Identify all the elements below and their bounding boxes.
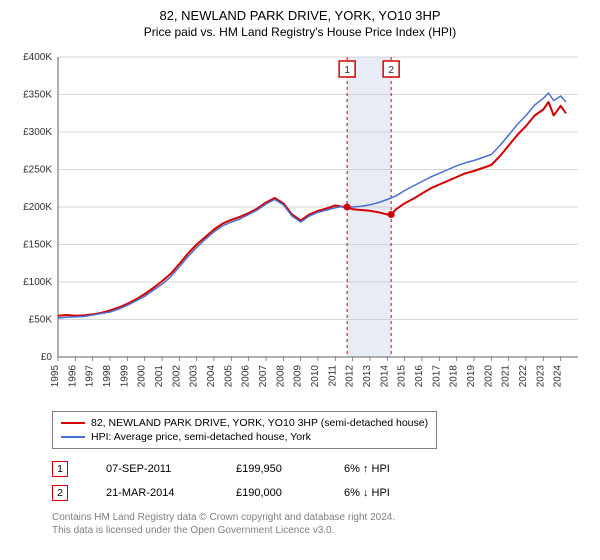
svg-text:2021: 2021	[501, 365, 512, 388]
sale-marker-row: 2 21-MAR-2014 £190,000 6% ↓ HPI	[52, 481, 588, 505]
sale-marker-price: £199,950	[236, 463, 306, 475]
svg-text:2016: 2016	[414, 365, 425, 388]
svg-text:£400K: £400K	[23, 52, 52, 63]
svg-text:2012: 2012	[345, 365, 356, 388]
sale-marker-delta: 6% ↑ HPI	[344, 463, 424, 475]
sale-marker-badge: 2	[52, 485, 68, 501]
legend-label: 82, NEWLAND PARK DRIVE, YORK, YO10 3HP (…	[91, 417, 428, 429]
svg-text:2001: 2001	[154, 365, 165, 388]
svg-text:2019: 2019	[466, 365, 477, 388]
svg-text:2000: 2000	[137, 365, 148, 388]
sale-marker-badge: 1	[52, 461, 68, 477]
chart-container: 82, NEWLAND PARK DRIVE, YORK, YO10 3HP P…	[0, 0, 600, 545]
svg-text:£300K: £300K	[23, 127, 52, 138]
svg-text:£0: £0	[41, 352, 53, 363]
legend: 82, NEWLAND PARK DRIVE, YORK, YO10 3HP (…	[52, 411, 437, 449]
svg-text:£250K: £250K	[23, 165, 52, 176]
sale-marker-date: 21-MAR-2014	[106, 487, 198, 499]
svg-text:1998: 1998	[102, 365, 113, 388]
chart-plot-area: £0 £50K £100K £150K £200K £250K £300K £350K £400…	[12, 47, 588, 407]
sale-marker-date: 07-SEP-2011	[106, 463, 198, 475]
sale-marker-price: £190,000	[236, 487, 306, 499]
svg-text:2005: 2005	[223, 365, 234, 388]
chart-title: 82, NEWLAND PARK DRIVE, YORK, YO10 3HP	[12, 8, 588, 23]
sale-marker-row: 1 07-SEP-2011 £199,950 6% ↑ HPI	[52, 457, 588, 481]
footer-attribution: Contains HM Land Registry data © Crown c…	[52, 511, 588, 537]
svg-text:2015: 2015	[397, 365, 408, 388]
svg-text:£200K: £200K	[23, 202, 52, 213]
sale-markers-table: 1 07-SEP-2011 £199,950 6% ↑ HPI 2 21-MAR-2014…	[52, 457, 588, 505]
svg-text:2008: 2008	[275, 365, 286, 388]
legend-item: 82, NEWLAND PARK DRIVE, YORK, YO10 3HP (…	[61, 416, 428, 430]
legend-swatch	[61, 436, 85, 438]
svg-text:2017: 2017	[431, 365, 442, 388]
svg-text:2020: 2020	[483, 365, 494, 388]
footer-line: Contains HM Land Registry data © Crown c…	[52, 511, 588, 524]
svg-text:2006: 2006	[241, 365, 252, 388]
footer-line: This data is licensed under the Open Gov…	[52, 524, 588, 537]
svg-text:£100K: £100K	[23, 277, 52, 288]
svg-text:2010: 2010	[310, 365, 321, 388]
svg-text:2004: 2004	[206, 365, 217, 388]
svg-text:2007: 2007	[258, 365, 269, 388]
line-chart-svg: £0 £50K £100K £150K £200K £250K £300K £350K £400…	[12, 47, 588, 407]
svg-text:2014: 2014	[379, 365, 390, 388]
svg-text:2018: 2018	[449, 365, 460, 388]
svg-text:2002: 2002	[171, 365, 182, 388]
svg-text:1: 1	[344, 64, 350, 76]
svg-text:£150K: £150K	[23, 240, 52, 251]
svg-text:£350K: £350K	[23, 90, 52, 101]
svg-text:1997: 1997	[85, 365, 96, 388]
chart-subtitle: Price paid vs. HM Land Registry's House …	[12, 25, 588, 39]
svg-text:1996: 1996	[67, 365, 78, 388]
svg-text:2009: 2009	[293, 365, 304, 388]
svg-text:2022: 2022	[518, 365, 529, 388]
svg-text:£50K: £50K	[29, 315, 53, 326]
svg-text:2013: 2013	[362, 365, 373, 388]
legend-swatch	[61, 422, 85, 424]
svg-text:1995: 1995	[50, 365, 61, 388]
svg-text:2023: 2023	[535, 365, 546, 388]
svg-text:2003: 2003	[189, 365, 200, 388]
svg-text:1999: 1999	[119, 365, 130, 388]
svg-text:2024: 2024	[553, 365, 564, 388]
legend-label: HPI: Average price, semi-detached house,…	[91, 431, 311, 443]
svg-text:2011: 2011	[327, 365, 338, 387]
sale-marker-delta: 6% ↓ HPI	[344, 487, 424, 499]
legend-item: HPI: Average price, semi-detached house,…	[61, 430, 428, 444]
svg-text:2: 2	[388, 64, 394, 76]
